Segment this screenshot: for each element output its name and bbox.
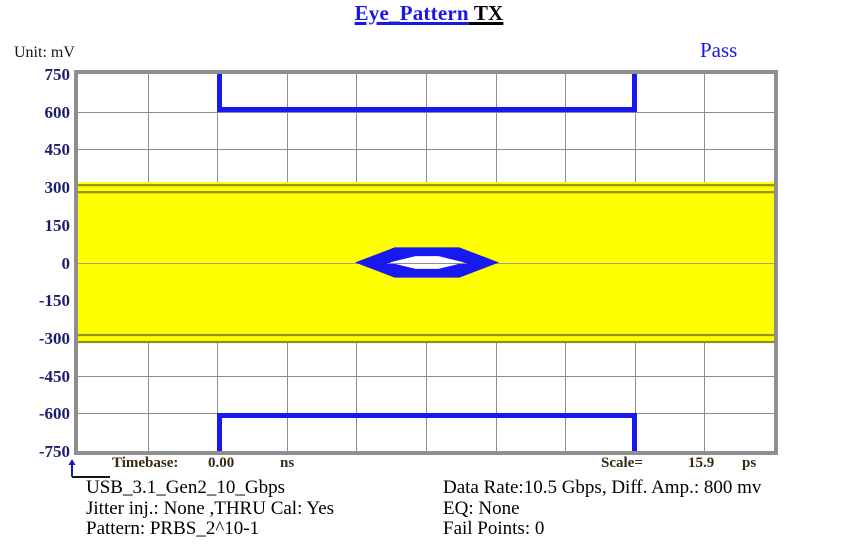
timebase-label: Timebase: bbox=[112, 455, 179, 471]
compliance-mask-center bbox=[355, 247, 499, 278]
y-axis-tick-label: 300 bbox=[44, 178, 71, 197]
page-title-primary: Eye_Pattern bbox=[354, 1, 469, 25]
y-axis-unit-label: Unit: mV bbox=[14, 44, 75, 61]
compliance-mask-upper bbox=[217, 74, 637, 112]
footer-measurement-results: Data Rate:10.5 Gbps, Diff. Amp.: 800 mv … bbox=[443, 477, 762, 540]
page-title: Eye_Pattern TX bbox=[0, 1, 858, 26]
compliance-mask-lower bbox=[217, 413, 637, 451]
y-axis-tick-label: 600 bbox=[44, 103, 71, 122]
y-axis-tick-label: -600 bbox=[38, 404, 70, 423]
plot-inner-area bbox=[78, 74, 774, 451]
y-axis-tick-label: 0 bbox=[61, 254, 71, 273]
footer-right-line-3: Fail Points: 0 bbox=[443, 518, 545, 539]
y-axis-tick-label: 150 bbox=[44, 216, 71, 235]
page-title-secondary: TX bbox=[468, 1, 504, 25]
timebase-value: 0.00 bbox=[208, 455, 235, 471]
y-axis-tick-label: 450 bbox=[44, 140, 71, 159]
scale-unit: ps bbox=[742, 455, 757, 471]
footer-left-line-2: Jitter inj.: None ,THRU Cal: Yes bbox=[86, 497, 335, 519]
y-axis-tick-label: -450 bbox=[38, 367, 70, 386]
status-badge-verdict: Pass bbox=[700, 38, 738, 62]
y-axis-tick-label: 750 bbox=[44, 65, 71, 84]
footer-left-line-1: USB_3.1_Gen2_10_Gbps bbox=[86, 477, 285, 498]
footer-right-line-1: Data Rate:10.5 Gbps, Diff. Amp.: 800 mv bbox=[443, 477, 762, 498]
y-axis-tick-label: -750 bbox=[38, 442, 70, 461]
footer-test-config: USB_3.1_Gen2_10_Gbps Jitter inj.: None ,… bbox=[86, 477, 335, 540]
origin-arrow-marker bbox=[68, 459, 110, 478]
y-axis-tick-label: -150 bbox=[38, 291, 70, 310]
footer-right-line-2: EQ: None bbox=[443, 497, 520, 519]
timebase-unit: ns bbox=[280, 455, 295, 471]
footer-left-line-3: Pattern: PRBS_2^10-1 bbox=[86, 518, 260, 539]
scale-value: 15.9 bbox=[688, 455, 715, 471]
eye-diagram-plot[interactable] bbox=[74, 70, 778, 455]
scale-label: Scale= bbox=[601, 455, 643, 471]
y-axis-tick-label: -300 bbox=[38, 329, 70, 348]
